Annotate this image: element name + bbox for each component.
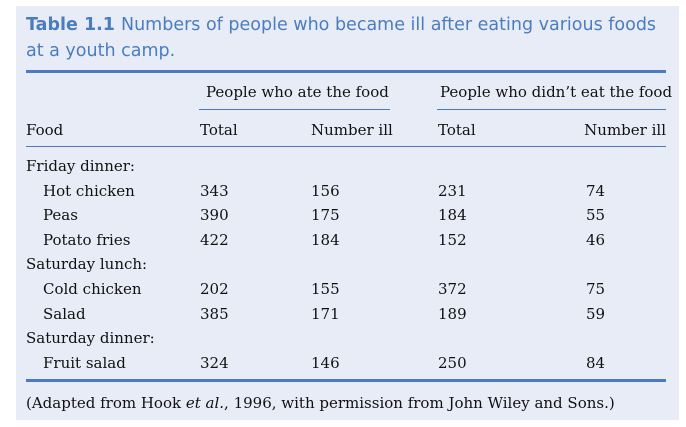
table-title: Numbers of people who became ill after e… [26, 15, 657, 61]
top-rule [26, 70, 666, 73]
col-header-ate-total: Total [200, 121, 238, 139]
ate-total-cell: 202 [200, 280, 229, 298]
header-rule [26, 146, 666, 147]
source-text-before: (Adapted from Hook [26, 394, 186, 412]
ate-ill-cell: 184 [311, 231, 340, 249]
food-label: Potato fries [43, 231, 131, 249]
col-header-food: Food [26, 121, 64, 139]
table-number: Table 1.1 [26, 15, 115, 35]
food-label: Cold chicken [43, 280, 142, 298]
group-rule-ate [199, 109, 390, 110]
group-rule-didnt-eat [437, 109, 666, 110]
noeat-ill-cell: 84 [586, 354, 606, 372]
noeat-total-cell: 189 [438, 305, 467, 323]
ate-ill-cell: 171 [311, 305, 340, 323]
food-label: Peas [43, 206, 78, 224]
col-header-noeat-total: Total [438, 121, 476, 139]
col-header-ate-ill: Number ill [311, 121, 393, 139]
group-header-didnt-eat: People who didn’t eat the food [440, 83, 673, 101]
ate-total-cell: 385 [200, 305, 229, 323]
bottom-rule [26, 379, 666, 382]
source-text-after: , 1996, with permission from John Wiley … [224, 394, 615, 412]
noeat-total-cell: 231 [438, 182, 467, 200]
noeat-ill-cell: 59 [586, 305, 606, 323]
food-label: Hot chicken [43, 182, 135, 200]
noeat-total-cell: 152 [438, 231, 467, 249]
noeat-total-cell: 372 [438, 280, 467, 298]
ate-ill-cell: 156 [311, 182, 340, 200]
food-label: Salad [43, 305, 86, 323]
col-header-noeat-ill: Number ill [584, 121, 666, 139]
noeat-ill-cell: 74 [586, 182, 606, 200]
food-label: Fruit salad [43, 354, 126, 372]
table-caption: Table 1.1 Numbers of people who became il… [26, 12, 666, 64]
section-label: Saturday lunch: [26, 255, 148, 273]
section-label: Saturday dinner: [26, 329, 155, 347]
ate-ill-cell: 155 [311, 280, 340, 298]
source-text-italic: et al. [185, 394, 225, 412]
ate-ill-cell: 175 [311, 206, 340, 224]
noeat-total-cell: 250 [438, 354, 467, 372]
noeat-ill-cell: 75 [586, 280, 606, 298]
ate-ill-cell: 146 [311, 354, 340, 372]
source-note: (Adapted from Hook et al., 1996, with pe… [26, 394, 615, 412]
ate-total-cell: 324 [200, 354, 229, 372]
section-label: Friday dinner: [26, 157, 135, 175]
noeat-ill-cell: 55 [586, 206, 606, 224]
table-panel: Table 1.1 Numbers of people who became il… [16, 6, 679, 420]
noeat-total-cell: 184 [438, 206, 467, 224]
ate-total-cell: 343 [200, 182, 229, 200]
ate-total-cell: 390 [200, 206, 229, 224]
noeat-ill-cell: 46 [586, 231, 606, 249]
ate-total-cell: 422 [200, 231, 229, 249]
group-header-ate: People who ate the food [206, 83, 389, 101]
